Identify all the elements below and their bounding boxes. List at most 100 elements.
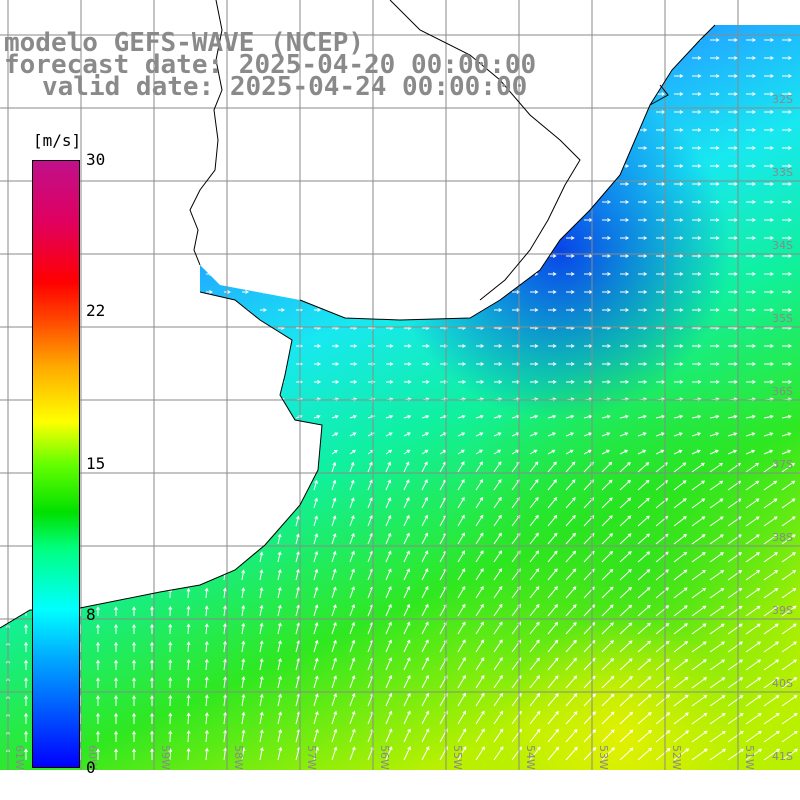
wind-arrow bbox=[259, 498, 264, 509]
wind-arrow bbox=[512, 254, 521, 258]
wind-arrow bbox=[134, 362, 142, 366]
wind-arrow bbox=[331, 728, 338, 743]
wind-arrow bbox=[385, 514, 392, 527]
wind-arrow bbox=[350, 254, 358, 258]
wind-arrow bbox=[188, 164, 196, 168]
wind-arrow bbox=[709, 695, 726, 707]
wind-arrow bbox=[691, 432, 702, 437]
wind-arrow bbox=[150, 659, 155, 670]
wind-arrow bbox=[313, 550, 319, 563]
wind-arrow bbox=[385, 449, 393, 455]
wind-arrow bbox=[620, 344, 630, 348]
wind-arrow bbox=[242, 272, 250, 276]
latitude-label: 32S bbox=[772, 93, 793, 106]
wind-arrow bbox=[242, 218, 250, 222]
wind-arrow bbox=[763, 432, 774, 437]
wind-arrow bbox=[26, 146, 34, 150]
wind-arrow bbox=[583, 622, 596, 635]
wind-arrow bbox=[512, 218, 521, 222]
wind-arrow bbox=[530, 38, 539, 42]
wind-arrow bbox=[368, 218, 376, 222]
wind-arrow bbox=[547, 710, 559, 725]
longitude-label: 55W bbox=[451, 745, 464, 770]
wind-arrow bbox=[187, 449, 194, 455]
wind-arrow bbox=[206, 146, 214, 150]
wind-arrow bbox=[458, 38, 467, 42]
wind-arrow bbox=[601, 515, 613, 527]
wind-arrow bbox=[404, 362, 412, 366]
wind-arrow bbox=[512, 182, 521, 186]
wind-arrow bbox=[116, 254, 124, 258]
wind-arrow bbox=[404, 200, 412, 204]
wind-arrow bbox=[260, 146, 268, 150]
wind-arrow bbox=[728, 182, 738, 186]
wind-arrow bbox=[295, 604, 301, 617]
wind-arrow bbox=[709, 462, 724, 473]
wind-arrow bbox=[204, 498, 209, 509]
wind-arrow bbox=[692, 362, 702, 366]
wind-arrow bbox=[350, 308, 358, 312]
wind-arrow bbox=[98, 254, 106, 258]
wind-arrow bbox=[782, 74, 793, 78]
wind-arrow bbox=[764, 272, 775, 276]
wind-arrow bbox=[475, 532, 484, 545]
wind-arrow bbox=[204, 729, 209, 743]
wind-arrow bbox=[620, 218, 630, 222]
wind-arrow bbox=[421, 674, 429, 689]
wind-arrow bbox=[385, 603, 392, 617]
wind-arrow bbox=[385, 746, 393, 761]
wind-arrow bbox=[332, 272, 340, 276]
wind-arrow bbox=[241, 414, 249, 419]
wind-arrow bbox=[674, 74, 684, 78]
wind-arrow bbox=[97, 379, 105, 384]
wind-arrow bbox=[134, 182, 142, 186]
wind-arrow bbox=[566, 290, 575, 294]
wind-arrow bbox=[150, 730, 155, 742]
wind-arrow bbox=[332, 200, 340, 204]
wind-arrow bbox=[620, 146, 630, 150]
wind-arrow bbox=[170, 200, 178, 204]
wind-arrow bbox=[745, 480, 760, 491]
wind-arrow bbox=[152, 182, 160, 186]
wind-arrow bbox=[745, 730, 762, 743]
wind-arrow bbox=[691, 480, 706, 491]
wind-arrow bbox=[548, 74, 557, 78]
wind-arrow bbox=[565, 379, 575, 384]
wind-arrow bbox=[114, 499, 118, 508]
wind-arrow bbox=[638, 164, 648, 168]
wind-arrow bbox=[673, 748, 690, 761]
wind-arrow bbox=[295, 622, 301, 635]
wind-arrow bbox=[368, 254, 376, 258]
wind-arrow bbox=[368, 38, 376, 42]
wind-arrow bbox=[547, 728, 560, 743]
wind-arrow bbox=[529, 432, 538, 437]
wind-arrow bbox=[205, 432, 213, 437]
wind-arrow bbox=[494, 290, 503, 294]
longitude-label: 56W bbox=[378, 745, 391, 770]
wind-arrow bbox=[710, 110, 720, 114]
wind-arrow bbox=[186, 623, 191, 635]
wind-arrow bbox=[548, 362, 557, 366]
wind-arrow bbox=[152, 200, 160, 204]
wind-arrow bbox=[242, 344, 250, 348]
wind-arrow bbox=[134, 254, 142, 258]
wind-arrow bbox=[764, 344, 775, 348]
wind-arrow bbox=[403, 497, 410, 509]
wind-arrow bbox=[655, 730, 671, 743]
wind-arrow bbox=[476, 146, 485, 150]
wind-arrow bbox=[223, 676, 228, 689]
wind-arrow bbox=[782, 362, 793, 366]
wind-arrow bbox=[493, 728, 504, 743]
wind-arrow bbox=[763, 379, 774, 384]
wind-arrow bbox=[637, 432, 647, 437]
wind-arrow bbox=[745, 641, 762, 653]
wind-arrow bbox=[188, 362, 196, 366]
wind-arrow bbox=[150, 712, 155, 724]
wind-arrow bbox=[96, 606, 100, 616]
wind-arrow bbox=[673, 712, 689, 725]
wind-arrow bbox=[620, 74, 630, 78]
wind-arrow bbox=[745, 552, 760, 563]
wind-arrow bbox=[331, 479, 337, 491]
wind-arrow bbox=[314, 182, 322, 186]
wind-arrow bbox=[277, 657, 282, 671]
